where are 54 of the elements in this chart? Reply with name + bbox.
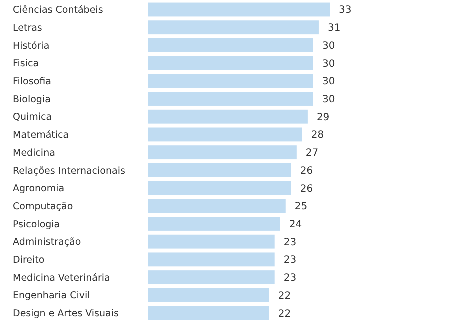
data-label: 33 — [339, 5, 352, 16]
y-tick-label: Medicina — [13, 148, 56, 159]
y-tick-label: Ciências Contábeis — [13, 5, 104, 16]
y-tick-label: Psicologia — [13, 219, 60, 230]
bar — [148, 288, 270, 302]
y-tick-label: História — [13, 40, 50, 52]
data-label: 24 — [289, 219, 302, 230]
data-label: 30 — [322, 40, 336, 52]
bar — [148, 199, 286, 214]
data-label: 25 — [294, 202, 308, 213]
bar — [148, 163, 292, 178]
data-label: 27 — [306, 148, 319, 160]
y-tick-label: Filosofia — [13, 76, 52, 88]
y-tick-label: Agronomia — [13, 184, 65, 195]
bar — [148, 270, 275, 285]
bar — [148, 20, 319, 35]
bar — [148, 181, 292, 196]
data-label: 30 — [322, 94, 336, 106]
bar — [148, 74, 314, 88]
bar — [148, 306, 270, 320]
data-label: 26 — [300, 184, 314, 195]
bar — [148, 110, 308, 124]
bar — [148, 56, 314, 70]
y-tick-label: Quimica — [13, 112, 52, 124]
data-label: 23 — [284, 237, 297, 248]
bar — [148, 252, 275, 267]
data-label: 22 — [278, 290, 292, 302]
data-label: 29 — [316, 112, 330, 124]
data-label: 23 — [284, 273, 297, 284]
y-tick-label: Fisica — [13, 58, 40, 70]
bar — [148, 146, 297, 160]
bar — [148, 2, 330, 17]
y-tick-label: Relações Internacionais — [13, 166, 126, 177]
y-tick-label: Engenharia Civil — [13, 290, 90, 302]
data-label: 28 — [311, 130, 324, 142]
data-label: 23 — [284, 255, 297, 266]
y-tick-label: Matemática — [13, 130, 70, 142]
y-tick-label: Direito — [13, 255, 45, 266]
data-label: 30 — [322, 58, 336, 70]
data-label: 31 — [328, 23, 341, 34]
data-label: 26 — [300, 166, 314, 177]
y-tick-label: Biologia — [13, 94, 51, 106]
bar — [148, 38, 314, 52]
data-label: 22 — [278, 308, 292, 320]
y-tick-label: Design e Artes Visuais — [13, 308, 119, 320]
bar — [148, 234, 275, 249]
bar — [148, 217, 280, 231]
y-tick-label: Letras — [13, 22, 42, 34]
y-tick-label: Administração — [13, 237, 82, 248]
y-tick-label: Medicina Veterinária — [13, 272, 110, 284]
y-tick-label: Computação — [13, 201, 74, 212]
bar — [148, 92, 314, 106]
bar — [148, 128, 302, 142]
data-label: 30 — [322, 76, 336, 88]
